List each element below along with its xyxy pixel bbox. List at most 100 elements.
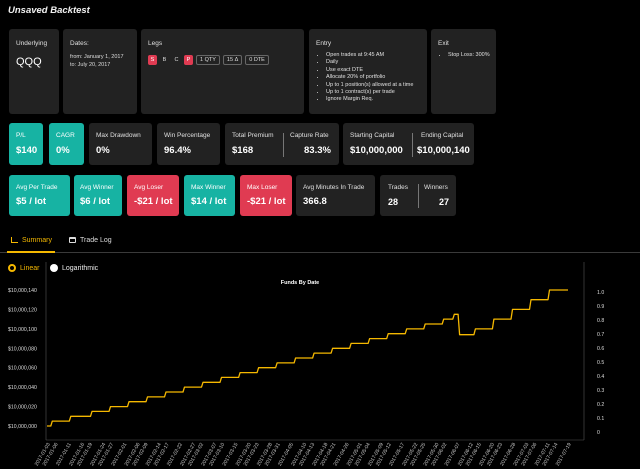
x-tick-label: 2017-05-04 [354,442,372,467]
leg-delta-field[interactable]: 15 Δ [222,55,243,65]
x-tick-label: 2017-05-12 [375,442,393,467]
exit-rule: Stop Loss: 300% [448,52,490,59]
avg-winner-label: Avg Winner [80,184,114,191]
win-percentage-card: Win Percentage 96.4% [157,123,220,165]
linear-radio[interactable]: Linear [8,264,39,272]
x-tick-label: 2017-03-10 [208,442,226,467]
right-axis-tick-label: 0.6 [597,346,604,352]
x-tick-label: 2017-06-15 [465,442,483,467]
legs-row: S B C P 1 QTY 15 Δ 0 DTE [148,55,269,65]
x-tick-label: 2017-03-07 [200,442,218,467]
starting-capital-label: Starting Capital [350,132,395,139]
dates-to: to: July 20, 2017 [70,62,111,68]
right-axis-tick-label: 0.1 [597,416,604,422]
x-tick-label: 2017-05-01 [346,442,364,467]
x-tick-label: 2017-01-16 [68,442,86,467]
tab-trade-log-label: Trade Log [80,237,112,244]
underlying-value: QQQ [16,56,42,68]
x-tick-label: 2017-04-26 [333,442,351,467]
x-tick-label: 2017-02-22 [166,442,184,467]
y-tick-label: $10,000,020 [8,405,37,411]
avg-minutes-card: Avg Minutes In Trade 366.8 [296,175,375,216]
trades-card: Trades 28 Winners 27 [380,175,456,216]
tab-summary[interactable]: Summary [11,237,52,244]
dates-label: Dates: [70,40,89,47]
y-tick-label: $10,000,000 [8,424,37,430]
y-tick-label: $10,000,080 [8,346,37,352]
x-tick-label: 2017-06-02 [430,442,448,467]
x-tick-label: 2017-02-27 [179,442,197,467]
entry-rule: Use exact DTE [326,67,413,74]
leg-dte-field[interactable]: 0 DTE [245,55,269,65]
max-loser-value: -$21 / lot [247,196,286,207]
right-axis-tick-label: 0.9 [597,304,604,310]
pl-label: P/L [16,132,26,139]
x-tick-label: 2017-04-18 [311,442,329,467]
capture-rate-value: 83.3% [304,145,331,156]
x-tick-label: 2017-05-09 [367,442,385,467]
exit-label: Exit [438,40,449,47]
y-tick-label: $10,000,140 [8,288,37,294]
x-tick-label: 2017-05-30 [423,442,441,467]
dates-from: from: January 1, 2017 [70,54,124,60]
y-tick-label: $10,000,040 [8,385,37,391]
leg-sell-chip[interactable]: S [148,55,157,65]
trades-divider [418,184,419,208]
bar-chart-icon [11,237,18,243]
x-tick-label: 2017-02-06 [124,442,142,467]
x-tick-label: 2017-07-11 [534,442,552,467]
avg-loser-label: Avg Loser [134,184,164,191]
trades-value: 28 [388,197,399,207]
avg-per-trade-label: Avg Per Trade [16,184,58,191]
max-drawdown-card: Max Drawdown 0% [89,123,152,165]
entry-card: Entry Open trades at 9:45 AM Daily Use e… [309,29,427,114]
x-tick-label: 2017-03-15 [222,442,240,467]
x-tick-label: 2017-02-09 [132,442,150,467]
right-axis-tick-label: 0.3 [597,388,604,394]
leg-dte-value: 0 [249,57,253,63]
capital-divider [412,133,413,157]
cagr-value: 0% [56,145,70,156]
avg-per-trade-card: Avg Per Trade $5 / lot [9,175,70,216]
legs-label: Legs [148,40,163,47]
x-tick-label: 2017-07-14 [542,442,560,467]
total-premium-value: $168 [232,145,254,156]
entry-rule: Daily [326,59,413,66]
underlying-card: Underlying QQQ [9,29,59,114]
win-percentage-label: Win Percentage [164,132,211,139]
entry-rule: Allocate 20% of portfolio [326,74,413,81]
winners-value: 27 [439,197,450,207]
y-tick-label: $10,000,060 [8,366,37,372]
logarithmic-radio[interactable]: Logarithmic [50,264,98,272]
entry-rule: Ignore Margin Req. [326,96,413,103]
capture-rate-label: Capture Rate [290,132,329,139]
right-axis-tick-label: 0.7 [597,332,604,338]
x-tick-label: 2017-05-17 [388,442,406,467]
x-tick-label: 2017-02-17 [153,442,171,467]
right-axis-tick-label: 0 [597,430,600,436]
avg-minutes-label: Avg Minutes In Trade [303,184,365,191]
winners-label: Winners [424,184,448,191]
total-premium-label: Total Premium [232,132,274,139]
linear-label: Linear [20,264,40,272]
leg-qty-field[interactable]: 1 QTY [196,55,220,65]
underlying-label: Underlying [16,40,48,47]
x-tick-label: 2017-04-21 [319,442,337,467]
leg-put-chip[interactable]: P [184,55,193,65]
delta-symbol: Δ [234,57,239,63]
right-axis-tick-label: 0.8 [597,318,604,324]
avg-loser-card: Avg Loser -$21 / lot [127,175,179,216]
leg-buy-chip[interactable]: B [162,57,167,63]
premium-divider [283,133,284,157]
x-tick-label: 2017-01-24 [89,442,107,467]
right-axis-tick-label: 0.2 [597,402,604,408]
x-tick-label: 2017-01-06 [42,442,60,467]
entry-rule: Up to 1 position(s) allowed at a time [326,82,413,89]
tab-trade-log[interactable]: Trade Log [69,237,112,244]
starting-capital-value: $10,000,000 [350,145,403,156]
trades-label: Trades [388,184,408,191]
avg-winner-card: Avg Winner $6 / lot [74,175,122,216]
leg-call-chip[interactable]: C [174,57,179,63]
chart-title: Funds By Date [281,280,320,286]
x-tick-label: 2017-04-10 [290,442,308,467]
